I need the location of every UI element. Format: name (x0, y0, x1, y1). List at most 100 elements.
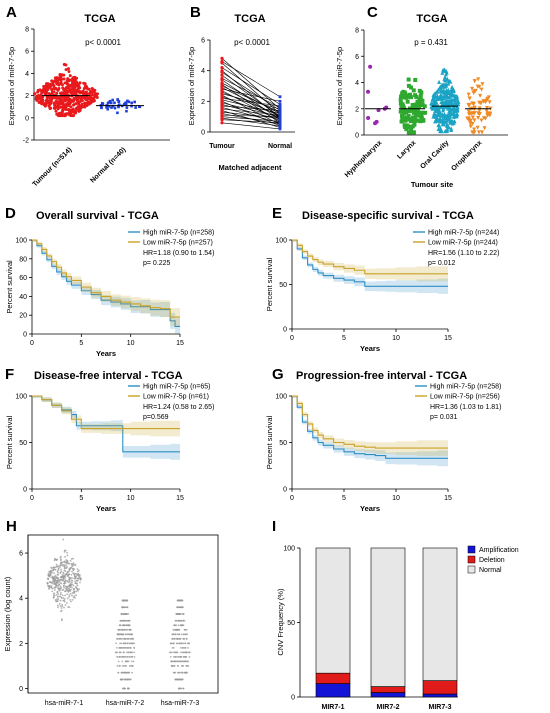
bar-segment-deletion (315, 672, 351, 684)
point-expression (122, 633, 125, 636)
km-line-low (292, 239, 448, 275)
point-oral-cavity (449, 87, 454, 92)
point-oral-cavity (436, 96, 441, 101)
point-tumour (76, 97, 80, 101)
bar-segment-normal (422, 547, 458, 681)
panel-d-x-tick-label: 0 (30, 340, 34, 347)
pair-line (221, 105, 281, 111)
panel-f-x-tick-label: 5 (79, 495, 83, 502)
panel-g-x-tick-label: 5 (342, 495, 346, 502)
point-expression (53, 582, 56, 585)
panel-b-y-tick-label: 6 (201, 38, 205, 45)
point-tumour (83, 105, 87, 109)
point-expression (126, 619, 128, 622)
pair-line (221, 82, 281, 114)
panel-c-x-tick-label: Oral Cavity (419, 139, 450, 170)
panel-c-x-tick-label: Oropharynx (450, 139, 483, 172)
pair-line (221, 114, 281, 117)
panel-g-x-label: Years (360, 504, 380, 513)
panel-c-y-tick-label: 2 (355, 106, 359, 113)
point-expression (64, 579, 67, 581)
point-expression (71, 594, 73, 597)
point-expression (61, 589, 64, 591)
point-expression (178, 628, 181, 631)
point-expression (185, 665, 188, 667)
point-expression (72, 564, 75, 566)
point-expression (179, 599, 182, 602)
point-expression (58, 602, 61, 605)
point-expression (182, 646, 185, 649)
panel-h-y-tick-label: 4 (19, 596, 23, 603)
point-expression (183, 619, 186, 622)
point-normal (107, 105, 111, 108)
point-expression (118, 628, 120, 631)
point-oral-cavity (440, 88, 445, 93)
point-expression (47, 574, 50, 577)
point-expression (172, 651, 175, 654)
legend-label: Low miR-7-5p (n=256) (430, 394, 500, 401)
point-oral-cavity (456, 102, 461, 107)
point-expression (127, 687, 129, 690)
point-larynx (407, 130, 412, 135)
km-ci-band (292, 240, 448, 295)
point-expression (181, 660, 183, 663)
point-expression (121, 619, 124, 622)
panel-b-x-tick-label: Tumour (209, 143, 235, 150)
point-tumour (85, 104, 89, 108)
point-oral-cavity (445, 126, 450, 131)
point-expression (176, 613, 179, 615)
panel-f-x-label: Years (96, 504, 116, 513)
panel-b-y-tick-label: 0 (201, 130, 205, 137)
point-oral-cavity (455, 105, 460, 110)
point-expression (131, 665, 134, 667)
point-larynx (408, 92, 413, 97)
point-expression (122, 687, 125, 690)
point-larynx (410, 107, 415, 112)
point-normal (111, 98, 114, 102)
point-expression (185, 671, 188, 674)
point-tumour (35, 98, 39, 102)
point-expression (125, 665, 128, 667)
point-expression (64, 604, 67, 607)
point-expression (179, 624, 182, 627)
point-expression (123, 655, 126, 658)
point-expression (129, 633, 131, 636)
point-oropharynx (468, 121, 473, 126)
point-oropharynx (472, 130, 477, 135)
point-oropharynx (483, 100, 488, 105)
point-expression (178, 637, 181, 640)
point-expression (53, 566, 56, 569)
point-oropharynx (482, 126, 487, 131)
panel-h-x-tick-label: hsa-miR-7-1 (45, 700, 84, 707)
point-expression (180, 687, 182, 690)
point-expression (64, 570, 67, 572)
point-tumour (86, 97, 90, 101)
point-expression (60, 559, 62, 561)
point-expression (59, 605, 62, 607)
point-expression (128, 655, 131, 658)
point-expression (124, 599, 127, 602)
point-expression (116, 633, 119, 636)
panel-d-y-tick-label: 0 (23, 332, 27, 339)
panel-f-y-tick-label: 50 (19, 440, 27, 447)
point-expression (59, 585, 62, 588)
point-oropharynx (479, 118, 484, 123)
point-larynx (407, 125, 412, 130)
point-tumour (74, 106, 78, 110)
bar-segment-deletion (422, 680, 458, 695)
point-normal (278, 107, 282, 111)
point-normal (278, 126, 282, 129)
point-expression (119, 624, 122, 627)
point-expression (131, 671, 133, 674)
pair-line (221, 119, 281, 124)
pair-line (221, 79, 281, 120)
panel-e-title: Disease-specific survival - TCGA (302, 210, 474, 222)
point-oropharynx (470, 86, 475, 91)
bar-segment-normal (370, 547, 406, 687)
point-oral-cavity (450, 112, 455, 117)
point-expression (70, 579, 73, 582)
point-oral-cavity (438, 117, 443, 122)
point-expression (77, 577, 80, 580)
point-expression (53, 592, 56, 595)
